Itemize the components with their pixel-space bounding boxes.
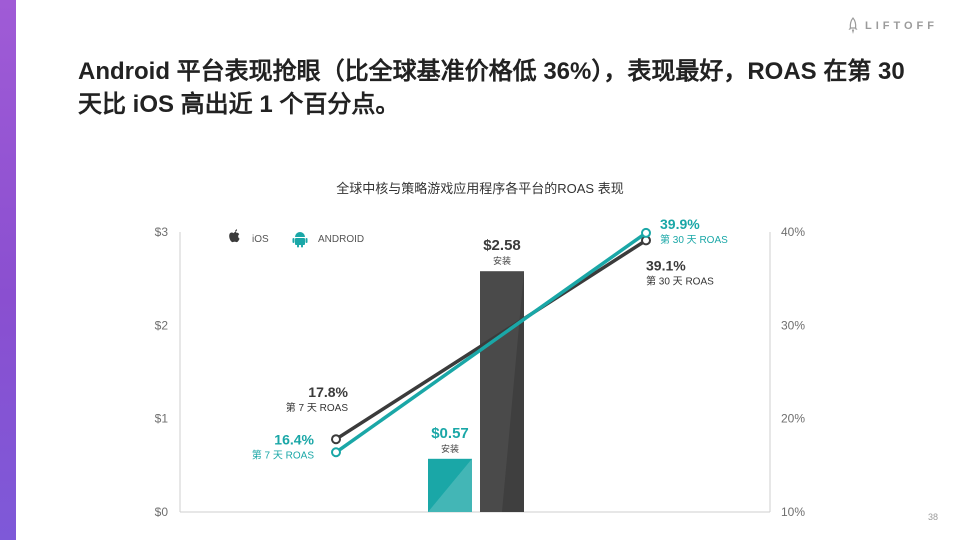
rocket-icon [848,17,858,34]
left-tick-label: $2 [155,318,169,332]
left-tick-label: $1 [155,412,169,426]
bar-sublabel: 安装 [441,443,459,454]
line-android [334,231,648,455]
right-tick-label: 20% [781,412,805,426]
brand-logo: LIFTOFF [847,16,938,36]
point-android [641,227,651,238]
point-sublabel: 第 30 天 ROAS [660,233,728,246]
right-tick-label: 40% [781,225,805,239]
point-sublabel: 第 7 天 ROAS [252,448,315,461]
chart-title: 全球中核与策略游戏应用程序各平台的ROAS 表现 [336,181,624,196]
point-value-label: 39.9% [660,216,700,232]
left-tick-label: $0 [155,505,169,519]
slide-title: Android 平台表现抢眼（比全球基准价格低 36%），表现最好，ROAS 在… [78,58,905,118]
android-icon [292,232,308,248]
legend-label-ios: iOS [252,234,269,245]
bar-value-label: $0.57 [431,425,469,442]
legend-label-android: ANDROID [318,234,364,245]
point-value-label: 17.8% [308,384,348,400]
bar-shade [428,458,472,512]
point-value-label: 16.4% [274,431,314,447]
page-number: 38 [927,512,938,522]
brand-name: LIFTOFF [864,20,938,32]
right-tick-label: 10% [781,505,805,519]
bar-ios [480,271,524,512]
point-ios [331,434,341,445]
point-sublabel: 第 7 天 ROAS [286,401,349,414]
accent-bar [0,0,16,540]
right-tick-label: 30% [781,318,805,332]
bar-android [428,458,472,512]
left-tick-label: $3 [155,225,169,239]
line-ios [334,238,648,441]
apple-icon [229,229,240,243]
bar-value-label: $2.58 [483,237,521,254]
bar-shade [502,271,524,512]
point-android [331,447,341,458]
point-value-label: 39.1% [646,257,686,273]
bar-sublabel: 安装 [493,255,511,266]
point-sublabel: 第 30 天 ROAS [646,274,714,287]
